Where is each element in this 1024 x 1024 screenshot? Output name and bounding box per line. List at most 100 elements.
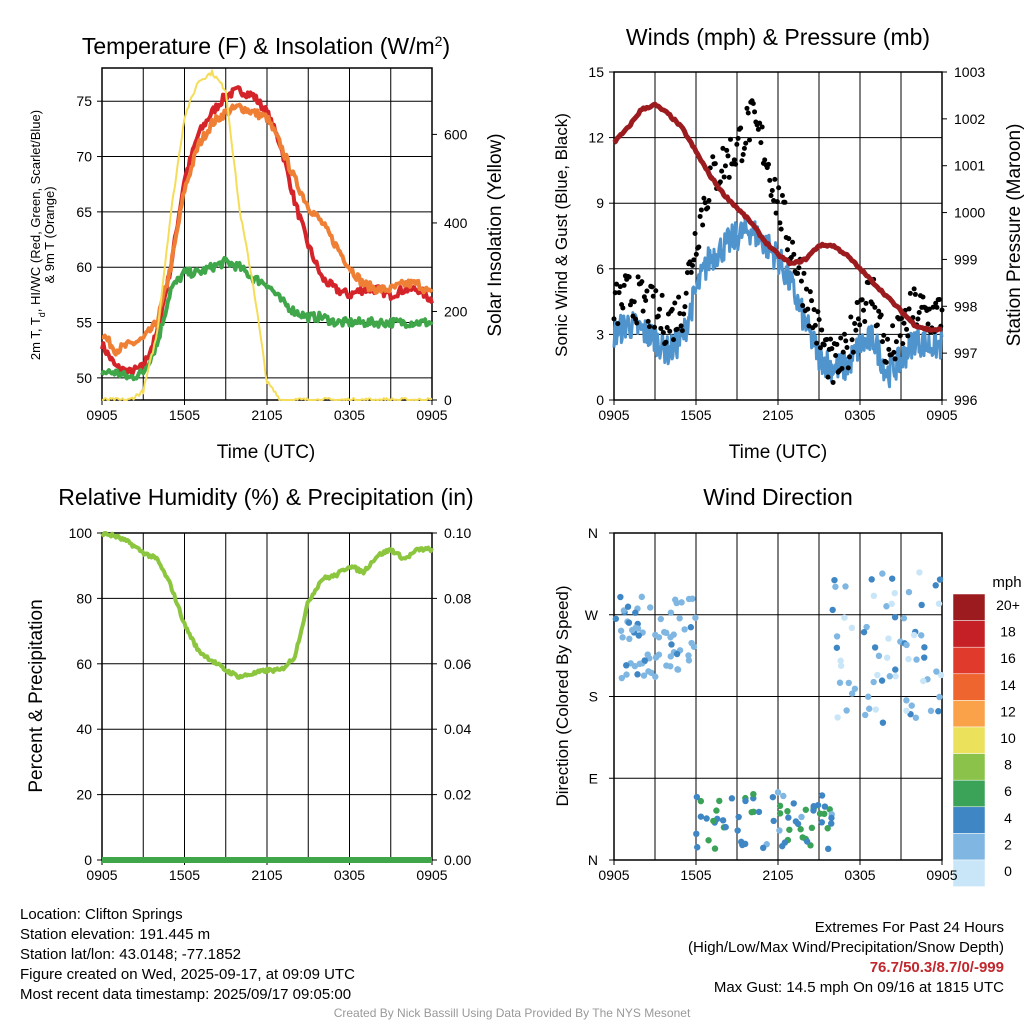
winds-ytick-right-label: 1003	[954, 64, 985, 80]
legend-title: mph	[992, 574, 1021, 591]
gust-point	[726, 174, 732, 180]
temperature-panel: Temperature (F) & Insolation (W/m2) Time…	[28, 33, 506, 463]
gust-point	[646, 324, 652, 330]
direction-point	[776, 802, 784, 810]
gust-point	[812, 322, 818, 328]
direction-point	[797, 826, 804, 833]
gust-point	[912, 291, 918, 297]
gust-point	[795, 270, 801, 276]
direction-point	[936, 693, 943, 701]
direction-point	[848, 690, 856, 697]
gust-point	[710, 154, 716, 160]
temperature-ytick-right-label: 0	[444, 392, 452, 408]
svg-text:& 9m T (Orange): & 9m T (Orange)	[42, 186, 57, 283]
direction-point	[833, 633, 841, 640]
gust-point	[800, 303, 806, 309]
direction-point	[829, 606, 836, 614]
winds-xtick-label: 0905	[598, 407, 629, 423]
direction-point	[874, 671, 881, 679]
direction-point	[905, 655, 912, 663]
credit-line: Created By Nick Bassill Using Data Provi…	[333, 1006, 691, 1020]
direction-point	[821, 810, 828, 818]
direction-point	[755, 808, 763, 816]
direction-point	[837, 662, 845, 669]
gust-point	[617, 284, 623, 290]
legend-swatch	[952, 859, 986, 887]
direction-point	[836, 679, 844, 686]
direction-point	[705, 837, 712, 844]
gust-point	[805, 306, 811, 312]
gust-point	[862, 319, 868, 325]
legend-label: 18	[1000, 624, 1016, 640]
gust-point	[706, 198, 712, 204]
gust-point	[771, 198, 777, 204]
gust-point	[725, 153, 731, 159]
gust-point	[811, 307, 817, 313]
gust-point	[768, 193, 774, 199]
gust-point	[645, 318, 651, 324]
gust-point	[719, 168, 725, 174]
direction-ytick-label: S	[589, 689, 598, 705]
direction-point	[703, 815, 710, 822]
direction-point	[694, 844, 701, 851]
station-info: Location: Clifton Springs Station elevat…	[20, 905, 355, 1005]
gust-point	[728, 136, 734, 142]
info-latlon: Station lat/lon: 43.0148; -77.1852	[20, 946, 242, 963]
direction-point	[798, 813, 805, 821]
temperature-ytick-label: 55	[76, 315, 92, 331]
temperature-xtick-label: 0905	[416, 407, 447, 423]
humidity-ytick-label: 100	[69, 525, 93, 541]
legend-swatch	[952, 620, 986, 648]
humidity-ytick-right-label: 0.00	[444, 852, 471, 868]
gust-point	[743, 140, 749, 146]
gust-point	[650, 293, 656, 299]
gust-point	[850, 349, 856, 355]
winds-xtick-label: 1505	[680, 407, 711, 423]
direction-point	[676, 615, 683, 622]
gust-point	[747, 137, 753, 143]
gust-point	[739, 158, 745, 164]
direction-point	[863, 623, 870, 631]
legend-label: 2	[1004, 836, 1012, 852]
direction-point	[617, 593, 624, 601]
direction-point	[618, 674, 626, 682]
legend-swatch	[952, 726, 986, 754]
pressure-line	[612, 101, 943, 333]
direction-point	[905, 588, 913, 596]
direction-point	[626, 635, 633, 643]
gust-point	[762, 157, 768, 163]
direction-point	[871, 644, 879, 651]
gust-point	[620, 305, 626, 311]
legend-label: 8	[1004, 757, 1012, 773]
direction-point	[722, 823, 729, 831]
gust-point	[838, 335, 844, 341]
humidity-ytick-right-label: 0.02	[444, 787, 471, 803]
gust-point	[881, 332, 887, 338]
legend-label: 10	[1000, 730, 1016, 746]
gust-point	[886, 346, 892, 352]
gust-point	[678, 323, 684, 329]
gust-point	[655, 313, 661, 319]
gust-point	[834, 341, 840, 347]
gust-point	[854, 300, 860, 306]
direction-point	[808, 824, 816, 832]
gust-point	[816, 317, 822, 323]
max-gust: Max Gust: 14.5 mph On 09/16 at 1815 UTC	[713, 979, 1004, 996]
winds-ytick-right-label: 999	[954, 251, 978, 267]
gust-point	[898, 316, 904, 322]
temperature-ylabel-right: Solar Insolation (Yellow)	[485, 133, 506, 336]
winds-ytick-right-label: 1001	[954, 158, 985, 174]
direction-point	[824, 825, 831, 832]
humidity-panel: Relative Humidity (%) & Precipitation (i…	[26, 484, 474, 793]
direction-point	[735, 813, 742, 821]
gust-point	[885, 336, 891, 342]
direction-point	[918, 601, 925, 609]
gust-point	[644, 288, 650, 294]
legend-swatch	[952, 700, 986, 728]
gust-point	[784, 247, 790, 253]
gust-point	[828, 336, 834, 342]
direction-point	[655, 651, 663, 658]
gust-point	[634, 320, 640, 326]
gust-point	[859, 297, 865, 303]
gust-point	[615, 321, 621, 327]
